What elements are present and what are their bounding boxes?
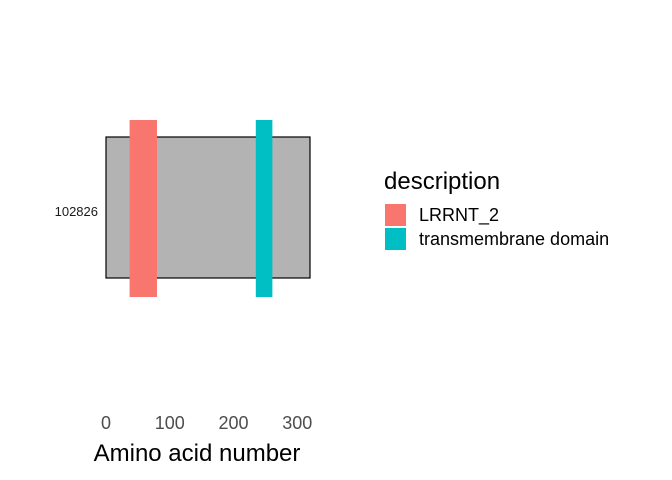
x-tick-label: 100	[155, 413, 185, 433]
protein-row-label: 102826	[55, 204, 98, 219]
x-tick-label: 200	[218, 413, 248, 433]
x-tick-label: 0	[101, 413, 111, 433]
plot-area	[105, 120, 311, 297]
domain-bar-1	[129, 120, 157, 297]
legend-label: transmembrane domain	[419, 229, 609, 249]
legend-items: LRRNT_2 transmembrane domain	[385, 204, 609, 250]
x-tick-label: 300	[282, 413, 312, 433]
legend-swatch	[385, 204, 406, 226]
legend-swatch	[385, 228, 406, 250]
legend: description LRRNT_2 transmembrane domain	[384, 168, 609, 250]
x-axis-title: Amino acid number	[94, 440, 301, 467]
legend-label: LRRNT_2	[419, 205, 499, 226]
domain-bar-2	[255, 120, 273, 297]
legend-title: description	[384, 168, 500, 195]
x-axis-ticks: 0 100 200 300	[101, 413, 312, 433]
